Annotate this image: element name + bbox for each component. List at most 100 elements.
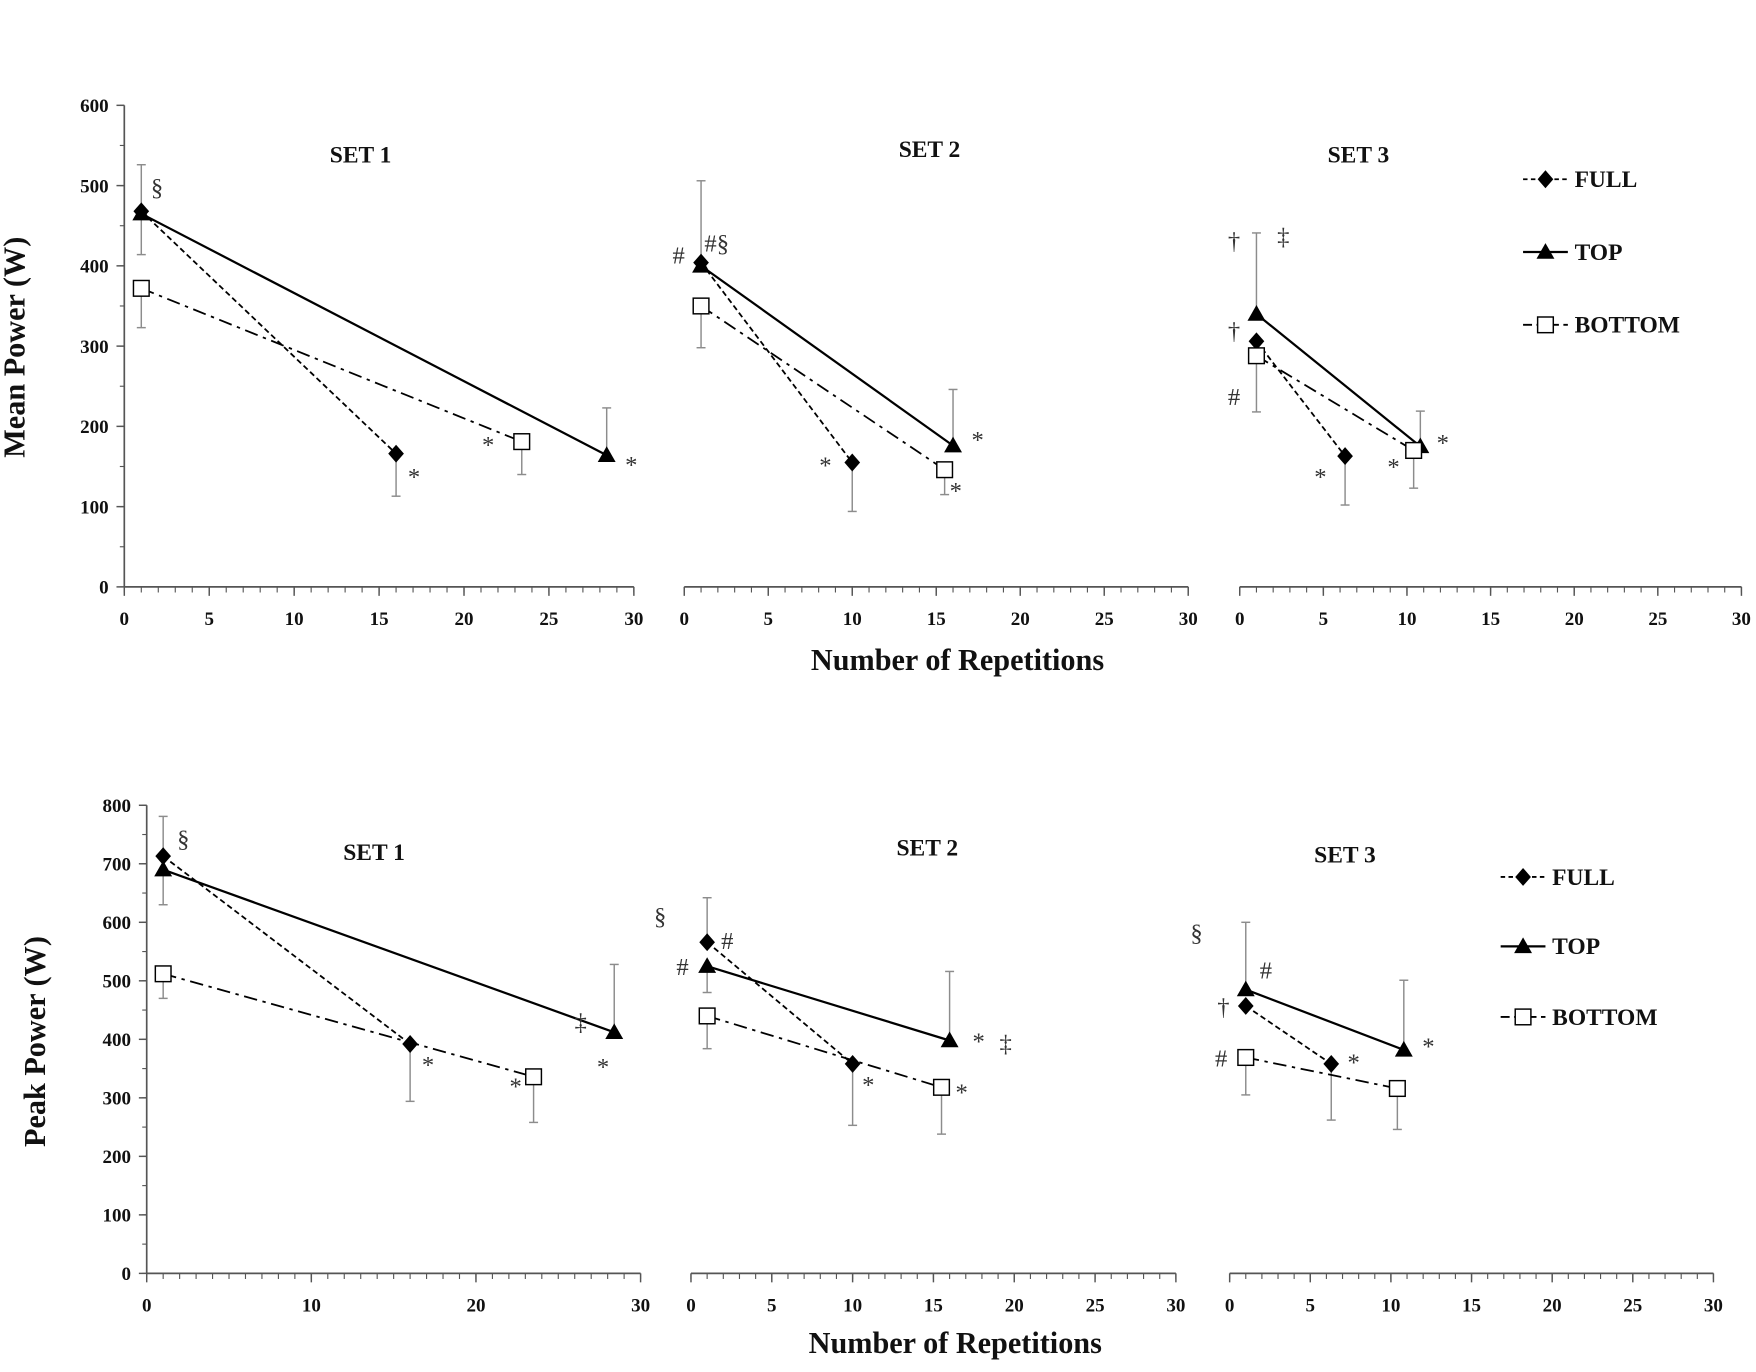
triangle-marker [597,446,616,462]
legend-label: FULL [1552,865,1615,891]
series-full [136,163,401,497]
significance-marker: # [1215,1045,1227,1072]
x-tick-label: 10 [1381,1295,1400,1316]
square-marker [1536,316,1555,334]
square-marker [525,1068,543,1086]
triangle-marker [940,1031,959,1048]
series-line [162,868,615,1034]
x-tick-label: 20 [1565,609,1584,630]
significance-marker: #§ [704,230,729,257]
significance-marker: * [408,464,420,491]
significance-marker: * [510,1074,522,1101]
x-tick-label: 15 [927,609,946,630]
x-tick-label: 0 [679,609,689,630]
legend-label: TOP [1552,934,1600,960]
x-axis: 0 5 10 15 20 25 30 [679,586,1198,630]
series-line [1255,313,1422,448]
legend-item-bottom: BOTTOM [1500,1005,1658,1031]
series-full [696,180,857,513]
diamond-marker [1248,332,1265,351]
significance-marker: # [1260,957,1272,984]
significance-marker: * [862,1072,874,1099]
x-tick-label: 5 [763,609,773,630]
y-tick-label: 300 [102,1089,131,1110]
x-tick-label: 0 [142,1295,152,1316]
legend: FULL TOP BOTTOM [1500,865,1658,1031]
x-tick-label: 25 [539,609,558,630]
panel-set-3: 0 5 10 15 20 25 30 SET 3 § # † # * * [1190,842,1723,1316]
x-tick-label: 20 [1005,1295,1024,1316]
x-tick-label: 10 [843,609,862,630]
diamond-marker [155,847,172,866]
x-axis: 0 5 10 15 20 25 30 [1235,586,1751,630]
significance-marker: * [482,432,494,459]
panel-set-1: 0 10 20 30 SET 1 § * * ‡ * [142,815,650,1316]
legend-label: BOTTOM [1575,313,1680,339]
series-top [700,264,958,447]
panel-set-3: 0 5 10 15 20 25 30 SET 3 † † # ‡ * * * [1228,142,1751,630]
triangle-marker [698,957,717,973]
x-tick-label: 30 [624,609,643,630]
series-line [140,287,523,443]
significance-marker: § [151,175,163,202]
series-bottom [136,287,527,476]
triangle-marker [1514,937,1533,954]
diamond-marker [1323,1054,1340,1073]
significance-marker: * [597,1054,609,1081]
x-tick-label: 25 [1095,609,1114,630]
y-tick-label: 0 [122,1264,132,1285]
significance-marker: * [625,452,637,479]
triangle-marker [605,1023,624,1040]
significance-marker: * [819,453,831,480]
series-line [162,855,411,1045]
panel-set-1: 0 5 10 15 20 25 30 SET 1 § * * * [120,142,644,630]
x-tick-label: 10 [302,1295,321,1316]
series-top [136,212,612,457]
y-tick-label: 400 [80,257,109,278]
triangle-marker [1536,243,1555,259]
legend-label: FULL [1575,167,1638,193]
series-top [158,868,619,1034]
triangle-marker [944,436,962,453]
x-tick-label: 5 [767,1295,777,1316]
x-tick-label: 20 [1543,1295,1562,1316]
series-line [706,941,854,1065]
diamond-marker [1237,997,1254,1015]
x-tick-label: 25 [1623,1295,1642,1316]
series-line [140,212,608,457]
significance-marker: † [1217,994,1229,1021]
x-axis: 0 5 10 15 20 25 30 [1225,1272,1723,1316]
y-tick-label: 0 [99,578,109,599]
x-axis: 0 10 20 30 [142,1272,650,1316]
triangle-marker [1236,980,1255,997]
series-top [702,965,955,1042]
panel-set-2: 0 5 10 15 20 25 30 SET 2 #§ # * * * [673,137,1198,630]
square-marker [936,461,954,479]
square-marker [692,297,710,315]
diamond-marker [1337,447,1353,466]
x-axis: 0 5 10 15 20 25 30 [120,586,643,630]
x-tick-label: 5 [1306,1295,1316,1316]
legend-label: BOTTOM [1552,1005,1657,1031]
significance-marker: * [1314,464,1326,491]
series-line [1245,1005,1332,1065]
y-tick-label: 700 [102,855,131,876]
y-tick-label: 500 [80,176,109,197]
square-marker [154,965,172,983]
panel-title: SET 3 [1314,842,1376,868]
series-line [700,262,853,464]
y-axis: 0 100 200 300 400 500 600 700 800 [102,796,148,1285]
series-top [1241,921,1409,1051]
series-line [162,972,534,1078]
significance-marker: § [654,903,666,930]
series-top [1251,232,1425,448]
panel-title: SET 2 [896,836,958,862]
diamond-marker [402,1035,418,1053]
x-tick-label: 0 [686,1295,696,1316]
significance-marker: * [1437,430,1449,457]
series-line [1245,1056,1398,1090]
x-tick-label: 25 [1648,609,1667,630]
